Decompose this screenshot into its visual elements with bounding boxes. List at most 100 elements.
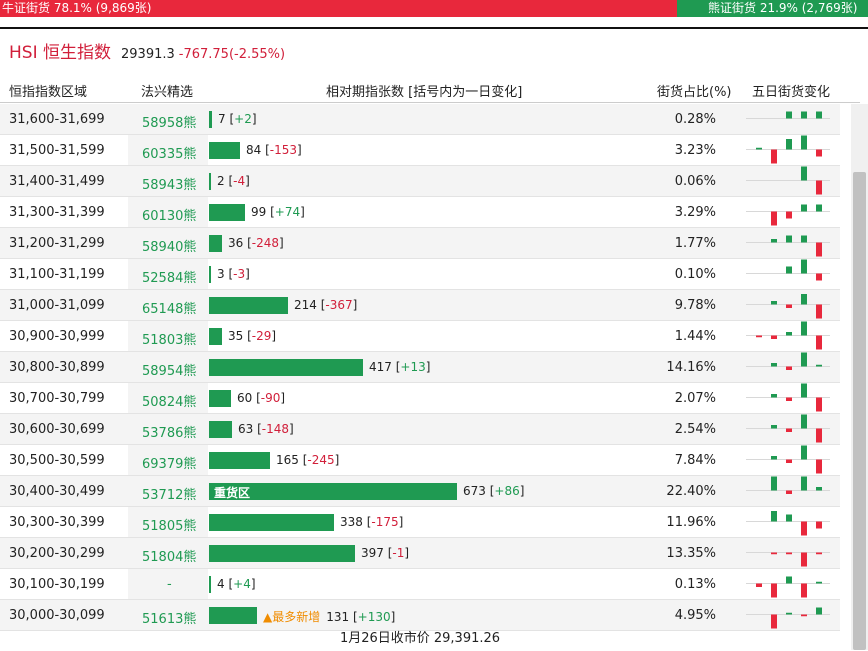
spark-bar (786, 235, 792, 243)
warrant-code-link[interactable]: 60335熊 (142, 147, 197, 162)
warrant-code-link[interactable]: 65148熊 (142, 302, 197, 317)
spark-bar (786, 139, 792, 150)
code-cell: 58940熊 (128, 228, 208, 258)
range-cell: 30,700-30,799 (9, 391, 105, 406)
bar-cell: 36 [-248] (209, 228, 649, 258)
count-bar: 重货区 (209, 483, 457, 500)
spark-bar (816, 581, 822, 584)
spark-bar (801, 321, 807, 336)
count-value: 397 (361, 546, 384, 560)
five-day-change-chart (746, 383, 830, 412)
spark-bar (801, 204, 807, 212)
warrant-code-link[interactable]: 51805熊 (142, 519, 197, 534)
day-change-value: -148 (261, 422, 290, 436)
warrant-code-link[interactable]: 69379熊 (142, 457, 197, 472)
spark-bar (786, 428, 792, 432)
warrant-code-link[interactable]: 53786熊 (142, 426, 197, 441)
count-text: 7 [+2] (218, 112, 257, 126)
five-day-change-chart (746, 352, 830, 370)
code-cell: 58954熊 (128, 352, 208, 382)
day-change-value: +2 (234, 112, 252, 126)
count-value: 7 (218, 112, 226, 126)
range-cell: 30,500-30,599 (9, 453, 105, 468)
spark-bar (801, 259, 807, 274)
warrant-code-link[interactable]: 51803熊 (142, 333, 197, 348)
warrant-code-link[interactable]: 51804熊 (142, 550, 197, 565)
code-cell: 65148熊 (128, 290, 208, 320)
spark-bar (786, 576, 792, 584)
count-value: 4 (217, 577, 225, 591)
code-cell: 52584熊 (128, 259, 208, 289)
spark-bar (816, 487, 822, 491)
spark-bar (786, 266, 792, 274)
count-value: 35 (228, 329, 244, 343)
warrant-code-link[interactable]: 58954熊 (142, 364, 197, 379)
count-bar (209, 545, 355, 562)
range-cell: 31,500-31,599 (9, 143, 105, 158)
bar-cell: 397 [-1] (209, 538, 649, 568)
count-bar (209, 266, 211, 283)
scrollbar-thumb[interactable] (853, 172, 866, 650)
count-bar (209, 514, 334, 531)
spark-bar (786, 552, 792, 555)
share-pct-cell: 3.23% (674, 143, 716, 158)
warrant-code-link[interactable]: 60130熊 (142, 209, 197, 224)
count-value: 2 (217, 174, 225, 188)
share-pct-cell: 9.78% (674, 298, 716, 313)
warrant-code-link[interactable]: 51613熊 (142, 612, 197, 627)
warrant-code-link[interactable]: 50824熊 (142, 395, 197, 410)
day-change-value: -90 (260, 391, 281, 405)
spark-bar (786, 397, 792, 401)
spark-bar (816, 521, 822, 529)
count-bar (209, 576, 211, 593)
spark-bar (771, 425, 777, 429)
spark-bar (801, 414, 807, 429)
code-cell: 51803熊 (128, 321, 208, 351)
warrant-code-link[interactable]: 58958熊 (142, 116, 197, 131)
share-pct-cell: 2.07% (674, 391, 716, 406)
count-text: 60 [-90] (237, 391, 286, 405)
count-text: 165 [-245] (276, 453, 340, 467)
share-pct-cell: 11.96% (666, 515, 716, 530)
warrant-code-link[interactable]: 52584熊 (142, 271, 197, 286)
code-cell: 69379熊 (128, 445, 208, 475)
column-header-code: 法兴精选 (141, 85, 194, 100)
count-text: ▲最多新增 131 [+130] (263, 610, 396, 624)
bar-cell: ▲最多新增 131 [+130] (209, 600, 649, 630)
warrant-code-link[interactable]: 53712熊 (142, 488, 197, 503)
spark-bar (756, 147, 762, 150)
warrant-code-link: - (167, 577, 172, 592)
range-cell: 31,400-31,499 (9, 174, 105, 189)
spark-bar (786, 612, 792, 615)
spark-bar (816, 459, 822, 474)
count-text: 36 [-248] (228, 236, 284, 250)
spark-bar (816, 204, 822, 212)
range-cell: 30,200-30,299 (9, 546, 105, 561)
bar-cell: 3 [-3] (209, 259, 649, 289)
spark-bar (786, 111, 792, 119)
table-row: 31,100-31,199 52584熊 3 [-3] 0.10% (0, 259, 840, 290)
warrant-code-link[interactable]: 58943熊 (142, 178, 197, 193)
code-cell: 53712熊 (128, 476, 208, 506)
index-header: HSI 恒生指数 29391.3 -767.75(-2.55%) (9, 38, 285, 63)
day-change-value: -248 (251, 236, 280, 250)
warrant-code-link[interactable]: 58940熊 (142, 240, 197, 255)
bull-bear-ratio-bar: 牛证街货 78.1% (9,869张) 熊证街货 21.9% (2,769张) (0, 0, 868, 17)
code-cell: 51804熊 (128, 538, 208, 568)
spark-bar (786, 366, 792, 370)
table-row: 31,500-31,599 60335熊 84 [-153] 3.23% (0, 135, 840, 166)
five-day-change-chart (746, 414, 830, 443)
table-row: 31,400-31,499 58943熊 2 [-4] 0.06% (0, 166, 840, 197)
bar-cell: 84 [-153] (209, 135, 649, 165)
code-cell: - (128, 569, 208, 599)
spark-bar (801, 111, 807, 119)
table-row: 31,600-31,699 58958熊 7 [+2] 0.28% (0, 104, 840, 135)
share-pct-cell: 1.44% (674, 329, 716, 344)
five-day-change-chart (746, 607, 830, 629)
spark-bar (801, 166, 807, 181)
range-cell: 30,600-30,699 (9, 422, 105, 437)
spark-bar (786, 459, 792, 463)
spark-bar (816, 273, 822, 281)
table-row: 30,800-30,899 58954熊 417 [+13] 14.16% (0, 352, 840, 383)
count-value: 214 (294, 298, 317, 312)
